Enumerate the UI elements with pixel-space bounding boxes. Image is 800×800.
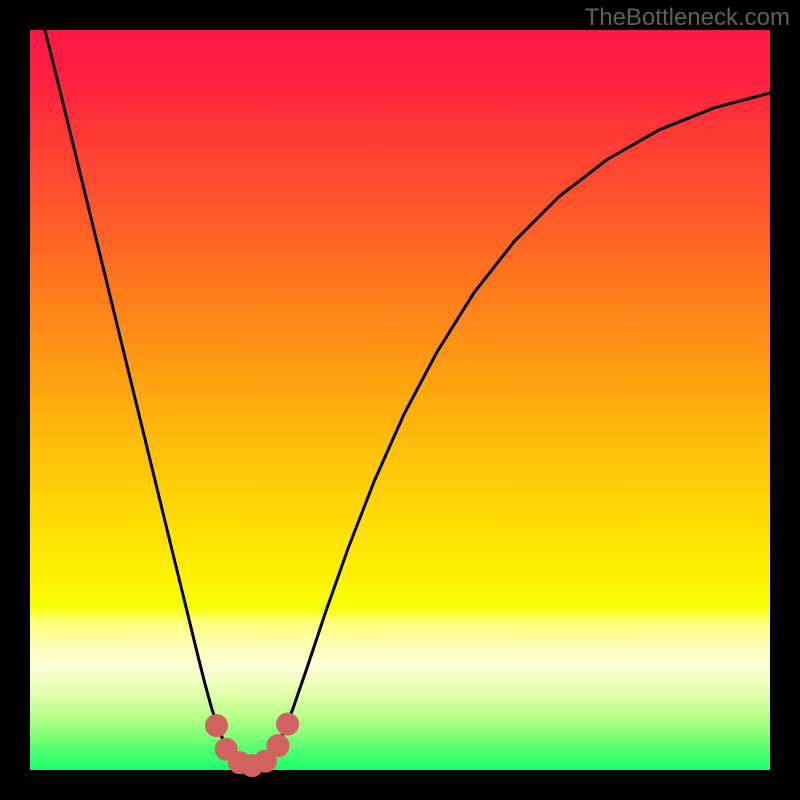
trough-marker-dot — [277, 713, 299, 735]
watermark-text: TheBottleneck.com — [585, 4, 790, 32]
trough-marker-dot — [267, 735, 289, 757]
trough-marker-dot — [205, 715, 227, 737]
chart-svg — [0, 0, 800, 800]
plot-gradient-rect — [30, 30, 770, 770]
chart-container: TheBottleneck.com — [0, 0, 800, 800]
